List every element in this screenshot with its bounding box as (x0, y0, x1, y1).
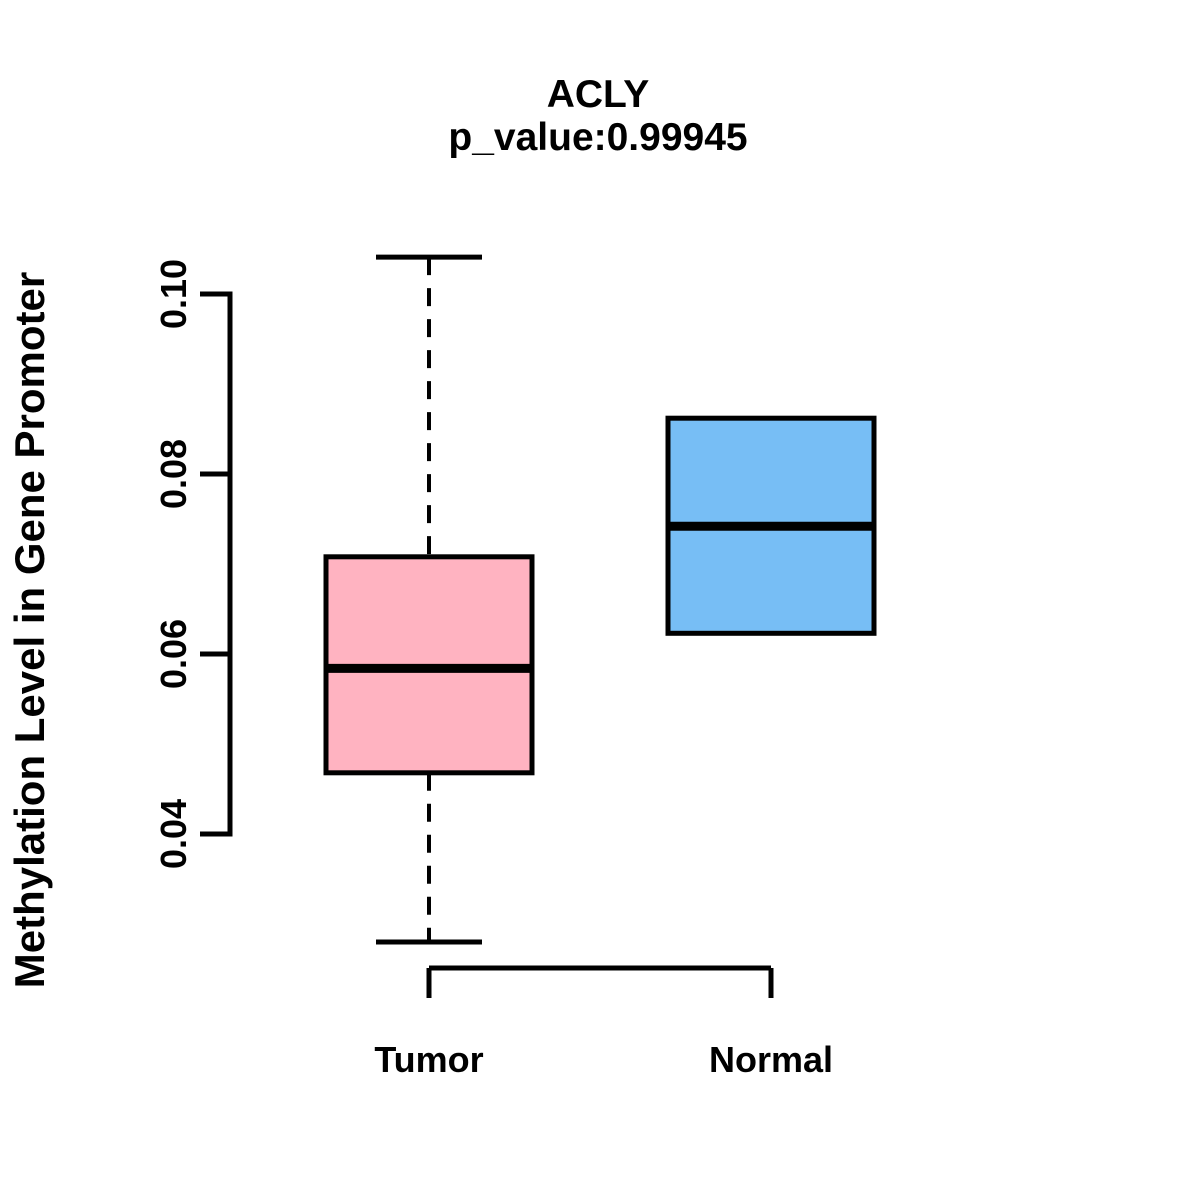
x-axis-label-tumor: Tumor (374, 1039, 483, 1080)
x-axis-label-normal: Normal (709, 1039, 833, 1080)
boxes-layer: Tumor Normal (323, 254, 877, 1080)
y-axis-title: Methylation Level in Gene Promoter (6, 272, 53, 988)
axes-layer: 0.04 0.06 0.08 0.10 (153, 259, 774, 998)
y-axis-tick-label: 0.06 (153, 619, 194, 689)
chart-title: ACLY (547, 73, 650, 116)
chart-subtitle: p_value:0.99945 (448, 116, 747, 159)
y-axis-tick-label: 0.08 (153, 439, 194, 509)
y-axis-tick-label: 0.10 (153, 259, 194, 329)
y-axis-tick-label: 0.04 (153, 799, 194, 869)
